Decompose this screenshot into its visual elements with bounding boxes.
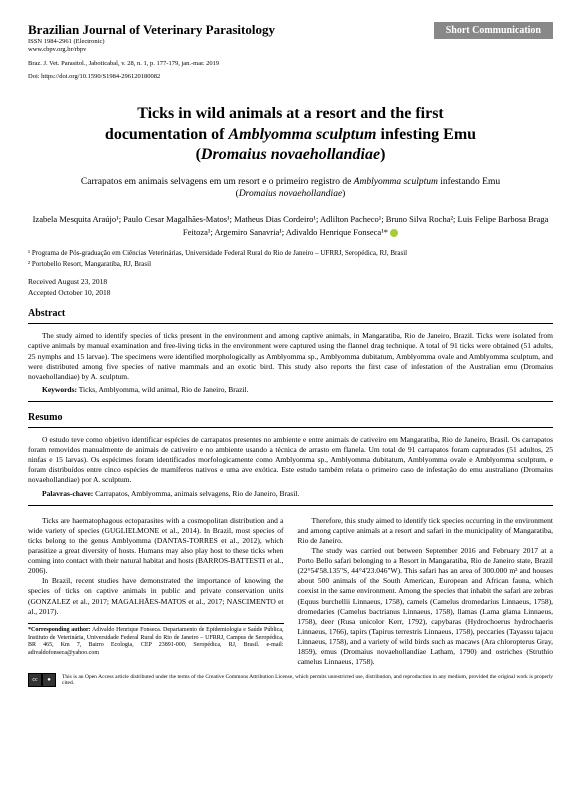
affiliations: ¹ Programa de Pós-graduação em Ciências … [28,248,553,269]
cc-icon: cc [28,673,42,687]
article-title: Ticks in wild animals at a resort and th… [28,104,553,166]
issn-line-1: ISSN 1984-2961 (Electronic) [28,38,275,46]
received-date: Received August 23, 2018 [28,277,553,288]
title-line-2a: documentation of [105,126,229,143]
sub-3: infestando Emu [438,177,500,187]
footer: cc ● This is an Open Access article dist… [28,673,553,687]
issn-line-2: www.cbpv.org.br/rbpv [28,46,275,54]
cc-badge: cc ● [28,673,56,687]
journal-name: Brazilian Journal of Veterinary Parasito… [28,22,275,38]
resumo-text: O estudo teve como objetivo identificar … [28,435,553,486]
article-subtitle: Carrapatos em animais selvagens em um re… [28,176,553,201]
abstract-keywords: Keywords: Ticks, Amblyomma, wild animal,… [28,385,553,394]
title-line-2c: infesting Emu [377,126,477,143]
dates: Received August 23, 2018 Accepted Octobe… [28,277,553,298]
short-communication-badge: Short Communication [434,22,553,39]
sub-1: Carrapatos em animais selvagens em um re… [81,177,354,187]
abstract-text: The study aimed to identify species of t… [28,331,553,382]
sub-5: Dromaius novaehollandiae [239,189,342,199]
authors: Izabela Mesquita Araújo¹; Paulo Cesar Ma… [28,213,553,239]
abstract-heading: Abstract [28,308,553,319]
affil-1: ¹ Programa de Pós-graduação em Ciências … [28,248,553,259]
abstract-box: The study aimed to identify species of t… [28,323,553,402]
citation-line-1: Braz. J. Vet. Parasitol., Jaboticabal, v… [28,60,553,68]
sub-2: Amblyomma sculptum [354,177,438,187]
header-row: Brazilian Journal of Veterinary Parasito… [28,22,553,55]
corr-label: *Corresponding author: [28,627,91,633]
kw-label: Keywords: [42,385,77,394]
kw-text: Ticks, Amblyomma, wild animal, Rio de Ja… [77,385,248,394]
res-kw-label: Palavras-chave: [42,489,93,498]
body-columns: Ticks are haematophagous ectoparasites w… [28,516,553,668]
sub-6: ) [342,189,345,199]
authors-text: Izabela Mesquita Araújo¹; Paulo Cesar Ma… [33,214,549,237]
corresponding-author: *Corresponding author: Adivaldo Henrique… [28,623,284,658]
page: Brazilian Journal of Veterinary Parasito… [0,0,581,697]
title-species-1: Amblyomma sculptum [228,126,376,143]
header-left: Brazilian Journal of Veterinary Parasito… [28,22,275,55]
accepted-date: Accepted October 10, 2018 [28,288,553,299]
orcid-icon [390,229,398,237]
cc-text: This is an Open Access article distribut… [62,674,553,687]
resumo-heading: Resumo [28,412,553,423]
title-line-3c: ) [380,146,385,163]
col2-p1: Therefore, this study aimed to identify … [298,516,554,546]
resumo-box: O estudo teve como objetivo identificar … [28,427,553,506]
col1-p2: In Brazil, recent studies have demonstra… [28,576,284,617]
affil-2: ² Portobello Resort, Mangaratiba, RJ, Br… [28,259,553,270]
title-line-1: Ticks in wild animals at a resort and th… [137,105,444,122]
col2-p2: The study was carried out between Septem… [298,546,554,668]
resumo-keywords: Palavras-chave: Carrapatos, Amblyomma, a… [28,489,553,498]
col1-p1: Ticks are haematophagous ectoparasites w… [28,516,284,577]
citation-line-2: Doi: https://doi.org/10.1590/S1984-29612… [28,73,553,81]
title-species-2: Dromaius novaehollandiae [201,146,380,163]
by-icon: ● [42,673,56,687]
res-kw-text: Carrapatos, Amblyomma, animais selvagens… [93,489,299,498]
column-left: Ticks are haematophagous ectoparasites w… [28,516,284,668]
column-right: Therefore, this study aimed to identify … [298,516,554,668]
